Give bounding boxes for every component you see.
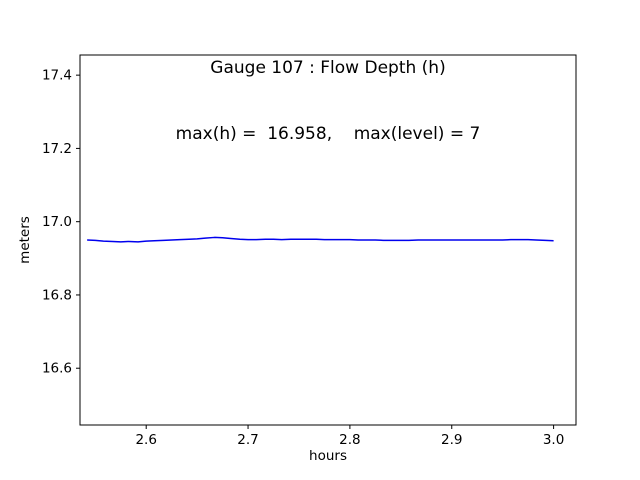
chart-title: Gauge 107 : Flow Depth (h) max(h) = 16.9… (80, 13, 576, 189)
x-tick-label: 2.8 (339, 432, 360, 448)
y-tick-label: 17.4 (42, 68, 72, 84)
x-axis-label: hours (309, 448, 347, 464)
x-tick-label: 2.7 (237, 432, 258, 448)
y-tick-label: 17.0 (42, 214, 72, 230)
y-tick-label: 16.6 (42, 361, 72, 377)
x-tick-label: 3.0 (543, 432, 564, 448)
y-tick-label: 16.8 (42, 287, 72, 303)
y-tick-label: 17.2 (42, 141, 72, 157)
axes-frame (79, 54, 577, 426)
chart-title-line2: max(h) = 16.958, max(level) = 7 (175, 124, 481, 144)
chart-title-line1: Gauge 107 : Flow Depth (h) (210, 58, 446, 78)
x-tick-label: 2.9 (441, 432, 462, 448)
flow-depth-line (87, 236, 554, 243)
x-tick-label: 2.6 (135, 432, 156, 448)
